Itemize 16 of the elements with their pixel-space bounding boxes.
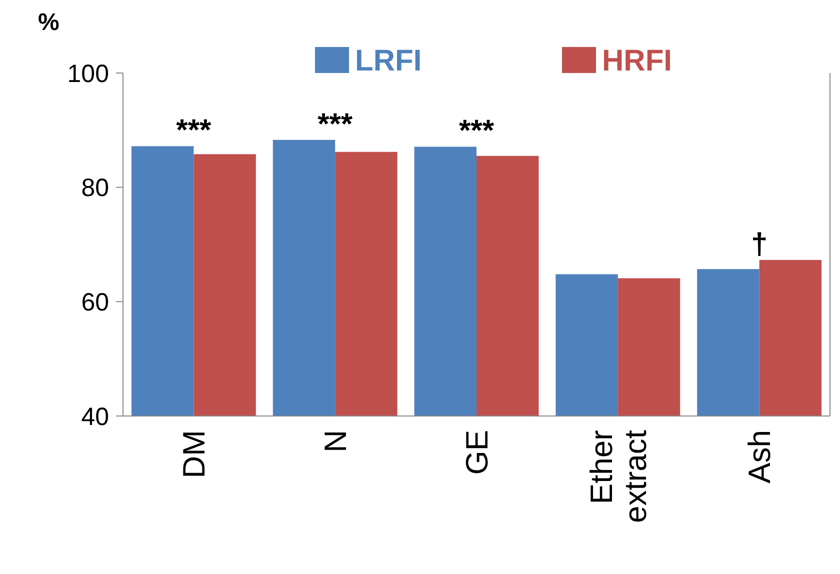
legend-label: LRFI xyxy=(355,44,422,78)
annotation: *** xyxy=(458,114,494,148)
y-tick-label: 40 xyxy=(81,402,109,431)
annotation: † xyxy=(750,228,768,261)
x-tick-label: Ash xyxy=(742,430,778,484)
x-tick-label: Ether extract xyxy=(584,430,653,524)
y-tick-label: 60 xyxy=(81,288,109,316)
y-tick-label: 80 xyxy=(81,174,109,202)
legend-label: HRFI xyxy=(602,44,672,78)
annotation: *** xyxy=(318,108,353,141)
y-axis-title: % xyxy=(38,9,60,36)
x-tick-label: GE xyxy=(459,430,494,475)
x-tick-label: DM xyxy=(176,430,212,478)
x-tick-label: N xyxy=(318,430,353,452)
y-tick-label: 100 xyxy=(67,60,109,88)
annotation: *** xyxy=(176,114,212,148)
